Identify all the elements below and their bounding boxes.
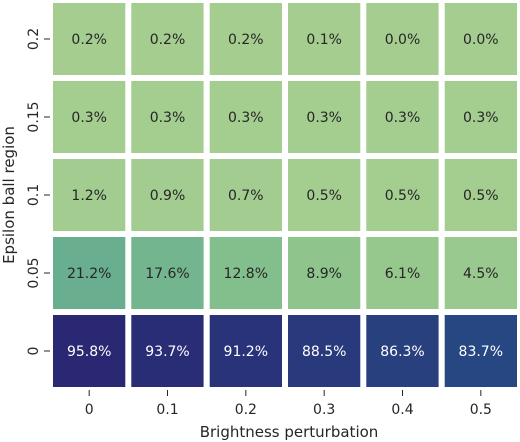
- heatmap-cell: [366, 3, 439, 75]
- heatmap-cell: [131, 159, 204, 231]
- x-tick-label: 0.2: [235, 402, 257, 418]
- cell-label: 0.0%: [385, 32, 421, 48]
- heatmap-cell: [53, 3, 126, 75]
- cell-label: 0.5%: [385, 188, 421, 204]
- x-axis-label: Brightness perturbation: [200, 423, 379, 441]
- cell-label: 93.7%: [145, 344, 189, 360]
- heatmap-cell: [366, 159, 439, 231]
- cell-label: 0.3%: [150, 110, 186, 126]
- heatmap-cell: [209, 81, 282, 153]
- heatmap-cell: [209, 315, 282, 387]
- heatmap-cell: [131, 315, 204, 387]
- heatmap-cell: [53, 81, 126, 153]
- cell-label: 0.3%: [228, 110, 264, 126]
- cell-label: 0.3%: [463, 110, 499, 126]
- heatmap-cell: [209, 159, 282, 231]
- cell-label: 83.7%: [459, 344, 503, 360]
- heatmap-cell: [209, 3, 282, 75]
- cell-label: 86.3%: [380, 344, 424, 360]
- y-tick-label: 0.15: [26, 101, 42, 132]
- x-axis: 0 0.1 0.2 0.3 0.4 0.5: [85, 390, 492, 418]
- heatmap-cell: [288, 159, 361, 231]
- cell-label: 0.5%: [463, 188, 499, 204]
- cell-label: 0.3%: [385, 110, 421, 126]
- x-tick-label: 0.1: [156, 402, 178, 418]
- cell-label: 6.1%: [385, 266, 421, 282]
- y-axis-label: Epsilon ball region: [0, 126, 18, 264]
- heatmap-cell: [53, 315, 126, 387]
- x-tick-label: 0.4: [391, 402, 413, 418]
- y-axis: 0.2 0.15 0.1 0.05 0: [26, 28, 50, 356]
- cell-label: 0.3%: [71, 110, 107, 126]
- cell-label: 0.7%: [228, 188, 264, 204]
- x-tick-label: 0.3: [313, 402, 335, 418]
- x-tick-label: 0: [85, 402, 94, 418]
- cell-label: 1.2%: [71, 188, 107, 204]
- heatmap-cells: 0.2% 0.2% 0.2% 0.1% 0.0% 0.0% 0.3% 0.3% 0.3% 0.3%…: [53, 3, 517, 387]
- heatmap-cell: [444, 315, 517, 387]
- cell-label: 88.5%: [302, 344, 346, 360]
- heatmap-cell: [209, 237, 282, 309]
- y-tick-label: 0.05: [26, 257, 42, 288]
- heatmap-cell: [444, 159, 517, 231]
- cell-label: 95.8%: [67, 344, 111, 360]
- cell-label: 0.2%: [228, 32, 264, 48]
- cell-label: 0.2%: [71, 32, 107, 48]
- cell-label: 0.5%: [306, 188, 342, 204]
- cell-label: 17.6%: [145, 266, 189, 282]
- cell-label: 21.2%: [67, 266, 111, 282]
- heatmap-cell: [53, 237, 126, 309]
- heatmap-cell: [444, 237, 517, 309]
- cell-label: 8.9%: [306, 266, 342, 282]
- heatmap-cell: [366, 237, 439, 309]
- cell-label: 4.5%: [463, 266, 499, 282]
- heatmap-cell: [288, 81, 361, 153]
- heatmap-cell: [53, 159, 126, 231]
- y-tick-label: 0.1: [26, 184, 42, 206]
- cell-label: 91.2%: [224, 344, 268, 360]
- heatmap-cell: [366, 315, 439, 387]
- heatmap-cell: [131, 81, 204, 153]
- y-tick-label: 0: [26, 347, 42, 356]
- heatmap-cell: [288, 3, 361, 75]
- heatmap-cell: [366, 81, 439, 153]
- heatmap-cell: [131, 3, 204, 75]
- y-tick-label: 0.2: [26, 28, 42, 50]
- cell-label: 0.3%: [306, 110, 342, 126]
- cell-label: 0.9%: [150, 188, 186, 204]
- heatmap-cell: [444, 81, 517, 153]
- cell-label: 0.0%: [463, 32, 499, 48]
- cell-label: 0.1%: [306, 32, 342, 48]
- cell-label: 12.8%: [224, 266, 268, 282]
- heatmap-cell: [131, 237, 204, 309]
- heatmap-cell: [444, 3, 517, 75]
- heatmap-cell: [288, 315, 361, 387]
- cell-label: 0.2%: [150, 32, 186, 48]
- x-tick-label: 0.5: [470, 402, 492, 418]
- heatmap-cell: [288, 237, 361, 309]
